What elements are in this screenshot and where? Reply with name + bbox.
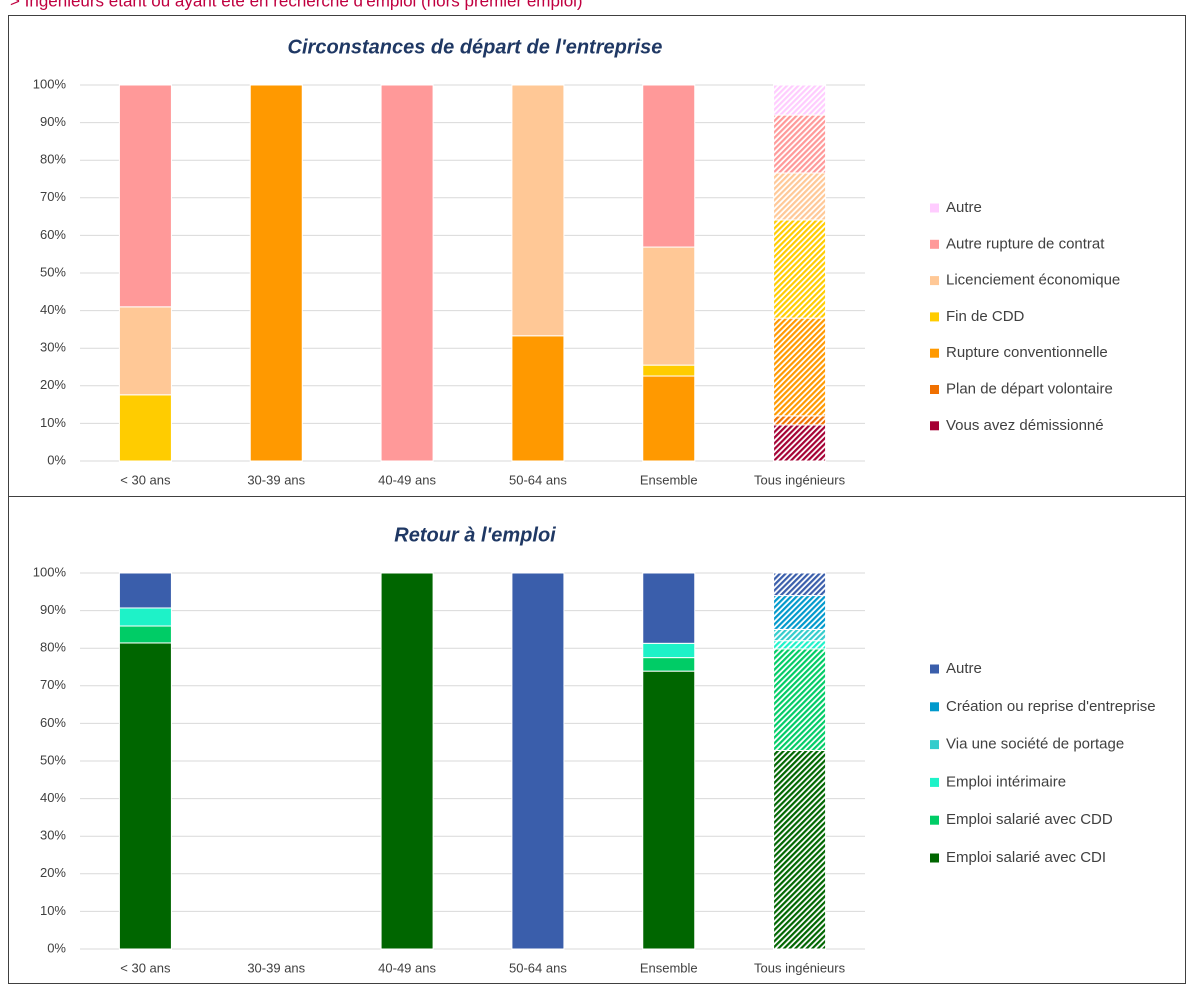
- legend-label: Rupture conventionnelle: [946, 344, 1108, 361]
- y-tick-label: 90%: [40, 602, 66, 617]
- bar-segment: [773, 317, 827, 417]
- x-tick-label: Tous ingénieurs: [754, 472, 846, 487]
- bar-segment: [642, 375, 696, 462]
- bar-segment: [118, 84, 172, 308]
- bar-segment: [773, 749, 827, 950]
- bar-segment: [118, 394, 172, 462]
- y-tick-label: 20%: [40, 377, 66, 392]
- legend-swatch: [930, 777, 939, 787]
- legend-label: Création ou reprise d'entreprise: [946, 698, 1156, 715]
- legend-label: Licenciement économique: [946, 272, 1120, 289]
- legend-swatch: [930, 421, 939, 431]
- bar-segment: [118, 306, 172, 396]
- y-tick-label: 0%: [47, 452, 66, 467]
- legend-swatch: [930, 276, 939, 286]
- bar-segment: [642, 246, 696, 366]
- y-tick-label: 40%: [40, 790, 66, 805]
- y-tick-label: 70%: [40, 677, 66, 692]
- y-tick-label: 100%: [33, 564, 67, 579]
- y-tick-label: 80%: [40, 152, 66, 167]
- legend-swatch: [930, 702, 939, 712]
- x-tick-label: 50-64 ans: [509, 472, 567, 487]
- bar-segment: [773, 628, 827, 642]
- legend-label: Emploi intérimaire: [946, 773, 1066, 790]
- y-tick-label: 90%: [40, 114, 66, 129]
- bar-segment: [118, 572, 172, 609]
- y-tick-label: 100%: [33, 76, 67, 91]
- x-tick-label: 40-49 ans: [378, 472, 436, 487]
- bar-segment: [118, 607, 172, 627]
- bar-segment: [642, 657, 696, 672]
- y-tick-label: 40%: [40, 302, 66, 317]
- y-tick-label: 60%: [40, 227, 66, 242]
- bar-segment: [773, 424, 827, 462]
- x-tick-label: 30-39 ans: [247, 960, 305, 975]
- legend-label: Emploi salarié avec CDI: [946, 849, 1106, 866]
- bar-segment: [773, 640, 827, 650]
- legend-label: Plan de départ volontaire: [946, 380, 1113, 397]
- legend-swatch: [930, 664, 939, 674]
- bar-segment: [773, 114, 827, 174]
- legend-swatch: [930, 312, 939, 322]
- y-tick-label: 60%: [40, 715, 66, 730]
- bar-segment: [642, 642, 696, 659]
- y-tick-label: 50%: [40, 264, 66, 279]
- x-tick-label: 40-49 ans: [378, 960, 436, 975]
- bar-segment: [773, 415, 827, 426]
- x-tick-label: Tous ingénieurs: [754, 960, 846, 975]
- bar-segment: [380, 84, 434, 462]
- bar-segment: [773, 172, 827, 221]
- bar-segment: [773, 219, 827, 319]
- bar-segment: [773, 595, 827, 630]
- y-tick-label: 70%: [40, 189, 66, 204]
- bar-segment: [773, 572, 827, 597]
- x-tick-label: Ensemble: [640, 960, 698, 975]
- y-tick-label: 50%: [40, 752, 66, 767]
- bar-segment: [380, 572, 434, 950]
- bar-segment: [511, 572, 565, 950]
- chart-title: Retour à l'emploi: [394, 524, 556, 546]
- legend-label: Autre: [946, 660, 982, 677]
- x-tick-label: 50-64 ans: [509, 960, 567, 975]
- legend-swatch: [930, 348, 939, 358]
- bar-segment: [773, 84, 827, 116]
- bar-segment: [511, 335, 565, 462]
- x-tick-label: < 30 ans: [120, 960, 171, 975]
- bar-segment: [642, 364, 696, 377]
- y-tick-label: 30%: [40, 828, 66, 843]
- legend-label: Autre rupture de contrat: [946, 235, 1105, 252]
- legend-label: Autre: [946, 199, 982, 216]
- x-tick-label: 30-39 ans: [247, 472, 305, 487]
- legend-label: Via une société de portage: [946, 736, 1124, 753]
- y-tick-label: 10%: [40, 415, 66, 430]
- y-tick-label: 80%: [40, 640, 66, 655]
- header: > Ingénieurs étant ou ayant été en reche…: [10, 0, 583, 10]
- legend-swatch: [930, 853, 939, 863]
- bar-segment: [642, 572, 696, 644]
- legend-label: Emploi salarié avec CDD: [946, 811, 1113, 828]
- legend-swatch: [930, 239, 939, 249]
- bar-segment: [642, 670, 696, 950]
- bar-segment: [773, 648, 827, 751]
- frame: [8, 15, 1186, 984]
- legend-label: Vous avez démissionné: [946, 417, 1104, 434]
- bar-segment: [511, 84, 565, 337]
- y-tick-label: 10%: [40, 903, 66, 918]
- legend-swatch: [930, 815, 939, 825]
- x-tick-label: Ensemble: [640, 472, 698, 487]
- y-tick-label: 20%: [40, 865, 66, 880]
- y-tick-label: 30%: [40, 340, 66, 355]
- legend-swatch: [930, 385, 939, 394]
- bar-segment: [118, 625, 172, 644]
- bar-segment: [118, 642, 172, 950]
- bar-segment: [642, 84, 696, 248]
- legend-swatch: [930, 740, 939, 750]
- chart-title: Circonstances de départ de l'entreprise: [288, 36, 663, 58]
- bar-segment: [249, 84, 303, 462]
- y-tick-label: 0%: [47, 940, 66, 955]
- legend-label: Fin de CDD: [946, 308, 1025, 325]
- x-tick-label: < 30 ans: [120, 472, 171, 487]
- legend-swatch: [930, 203, 939, 213]
